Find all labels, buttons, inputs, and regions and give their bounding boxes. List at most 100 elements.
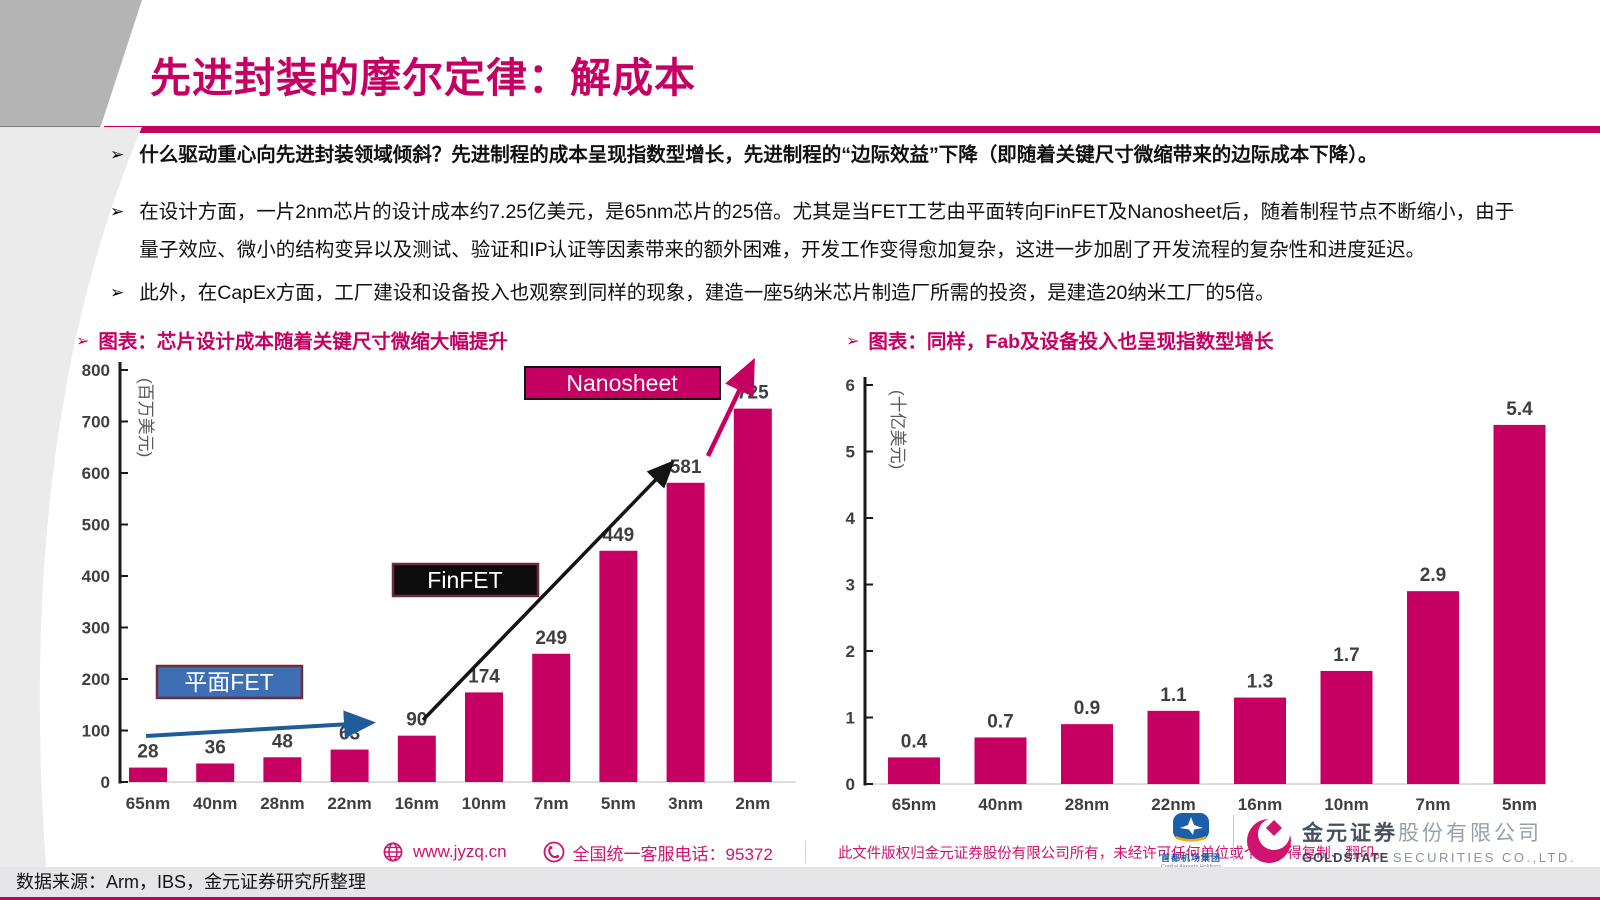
y-tick-label: 5 (846, 443, 855, 462)
bar-value-3nm: 581 (670, 457, 702, 478)
bottom-accent-strip (0, 897, 1600, 900)
bar-value-5nm: 5.4 (1506, 399, 1533, 420)
footer-website: www.jyzq.cn (413, 842, 507, 861)
nanosheet-label-box: Nanosheet (524, 366, 721, 400)
bar-16nm (397, 735, 436, 782)
finfet-trend-arrow (421, 459, 675, 722)
capital-airports-logo: 首都机场集团 Capital Airports Holdings (1156, 813, 1226, 870)
goldstate-en-suffix: SECURITIES CO.,LTD. (1392, 850, 1576, 865)
bullet-arrow-icon: ➢ (110, 283, 125, 302)
goldstate-wordmark: 金元证券股份有限公司 GOLDSTATE SECURITIES CO.,LTD. (1302, 817, 1576, 865)
bullet-3-text: 此外，在CapEx方面，工厂建设和设备投入也观察到同样的现象，建造一座5纳米芯片… (139, 282, 1275, 304)
bar-value-10nm: 1.7 (1333, 645, 1359, 666)
nanosheet-label: Nanosheet (566, 370, 678, 396)
bar-22nm (330, 749, 369, 782)
capital-airports-name: 首都机场集团 (1160, 853, 1221, 863)
left-curve-decoration (0, 127, 142, 867)
plot: 0 100 200 300 400 500 600 700 800 (百万美元) 28 65nm 36 4… (82, 361, 796, 813)
bar-value-40nm: 36 (205, 737, 226, 758)
x-tick-label-22nm: 22nm (1151, 795, 1195, 814)
goldstate-icon (1247, 818, 1291, 863)
y-axis-unit: (十亿美元) (888, 390, 907, 469)
y-tick-label: 3 (846, 576, 855, 595)
bar-22nm (1147, 710, 1200, 784)
right-chart-title-text: 图表：同样，Fab及设备投入也呈现指数型增长 (868, 331, 1274, 353)
bar-40nm (974, 737, 1027, 784)
bar-28nm (1061, 724, 1113, 784)
bar-value-16nm: 90 (406, 710, 427, 731)
footer-divider (804, 841, 806, 863)
bullet-arrow-icon: ➢ (110, 145, 125, 164)
bar-40nm (196, 763, 235, 782)
x-tick-label-16nm: 16nm (1238, 795, 1282, 814)
design-cost-chart: 0 100 200 300 400 500 600 700 800 (百万美元) 28 65nm 36 4… (82, 357, 796, 813)
bar-value-40nm: 0.7 (987, 711, 1013, 732)
y-tick-label: 0 (846, 775, 855, 794)
plot: 0 1 2 3 4 5 6 (十亿美元) 0.4 65nm 0.7 40nm 0.9 28nm 1.1 22n… (846, 376, 1546, 814)
y-tick-label: 300 (82, 619, 110, 638)
bar-65nm (129, 767, 167, 782)
bar-10nm (465, 692, 503, 782)
bar-2nm (733, 408, 772, 782)
phone-icon (543, 841, 564, 863)
bar-3nm (666, 482, 705, 782)
goldstate-cn-suffix: 股份有限公司 (1398, 822, 1542, 845)
x-tick-label-3nm: 3nm (668, 794, 703, 813)
bar-value-22nm: 1.1 (1160, 685, 1187, 706)
left-chart-title-text: 图表：芯片设计成本随着关键尺寸微缩大幅提升 (98, 331, 508, 353)
y-tick-label: 700 (82, 413, 110, 432)
y-tick-label: 6 (846, 376, 855, 395)
capex-chart: 0 1 2 3 4 5 6 (十亿美元) 0.4 65nm 0.7 40nm 0.9 28nm 1.1 22n… (846, 376, 1546, 814)
x-tick-label-5nm: 5nm (1502, 795, 1537, 814)
y-tick-label: 1 (846, 709, 855, 728)
x-tick-label-7nm: 7nm (1416, 795, 1451, 814)
bar-value-7nm: 249 (535, 628, 567, 649)
x-tick-label-22nm: 22nm (327, 794, 371, 813)
bar-5nm (599, 550, 638, 782)
data-source: 数据来源：Arm，IBS，金元证券研究所整理 (16, 872, 367, 892)
corner-decoration (0, 0, 142, 126)
x-tick-label-7nm: 7nm (534, 794, 569, 813)
bullet-1-text: 什么驱动重心向先进封装领域倾斜？先进制程的成本呈现指数型增长，先进制程的“边际效… (139, 144, 1378, 166)
y-tick-label: 0 (101, 773, 110, 792)
y-tick-label: 400 (82, 567, 110, 586)
bar-5nm (1493, 424, 1546, 784)
bar-value-10nm: 174 (468, 666, 500, 687)
right-chart-title: ➢ 图表：同样，Fab及设备投入也呈现指数型增长 (846, 330, 1274, 354)
goldstate-en-name: GOLDSTATE (1302, 850, 1390, 865)
y-tick-label: 800 (82, 361, 110, 380)
bar-10nm (1320, 670, 1373, 784)
y-tick-label: 600 (82, 464, 110, 483)
bar-value-28nm: 0.9 (1074, 698, 1100, 719)
footer-hotline-group: 全国统一客服电话：95372 (543, 840, 773, 865)
x-tick-label-65nm: 65nm (892, 795, 936, 814)
bar-7nm (1407, 591, 1459, 784)
page-title: 先进封装的摩尔定律：解成本 (150, 55, 696, 101)
x-tick-label-40nm: 40nm (193, 794, 237, 813)
bar-value-65nm: 0.4 (901, 731, 928, 752)
y-tick-label: 100 (82, 722, 110, 741)
bullet-1: ➢ 什么驱动重心向先进封装领域倾斜？先进制程的成本呈现指数型增长，先进制程的“边… (110, 140, 1530, 170)
planar-fet-label: 平面FET (184, 669, 273, 695)
footer-contact-row: www.jyzq.cn 全国统一客服电话：95372 此文件版权归金元证券股份有… (383, 838, 1389, 866)
bar-value-5nm: 449 (603, 525, 635, 546)
x-tick-label-5nm: 5nm (601, 794, 636, 813)
title-underline (104, 126, 1600, 133)
bar-65nm (888, 757, 940, 784)
bar-16nm (1234, 697, 1286, 784)
y-tick-label: 4 (846, 509, 856, 528)
y-axis-unit: (百万美元) (136, 378, 155, 457)
x-tick-label-65nm: 65nm (126, 794, 170, 813)
bar-value-28nm: 48 (272, 731, 293, 752)
bullet-arrow-icon: ➢ (110, 202, 125, 221)
bullet-3: ➢ 此外，在CapEx方面，工厂建设和设备投入也观察到同样的现象，建造一座5纳米… (110, 278, 1530, 308)
x-tick-label-16nm: 16nm (395, 794, 439, 813)
x-tick-label-2nm: 2nm (735, 794, 770, 813)
bar-7nm (532, 653, 571, 782)
planar-fet-trend-arrow (145, 710, 376, 739)
x-tick-label-40nm: 40nm (978, 795, 1022, 814)
x-tick-label-10nm: 10nm (1324, 795, 1368, 814)
y-tick-label: 500 (82, 516, 110, 535)
bottom-bar: 数据来源：Arm，IBS，金元证券研究所整理 (0, 867, 1600, 897)
